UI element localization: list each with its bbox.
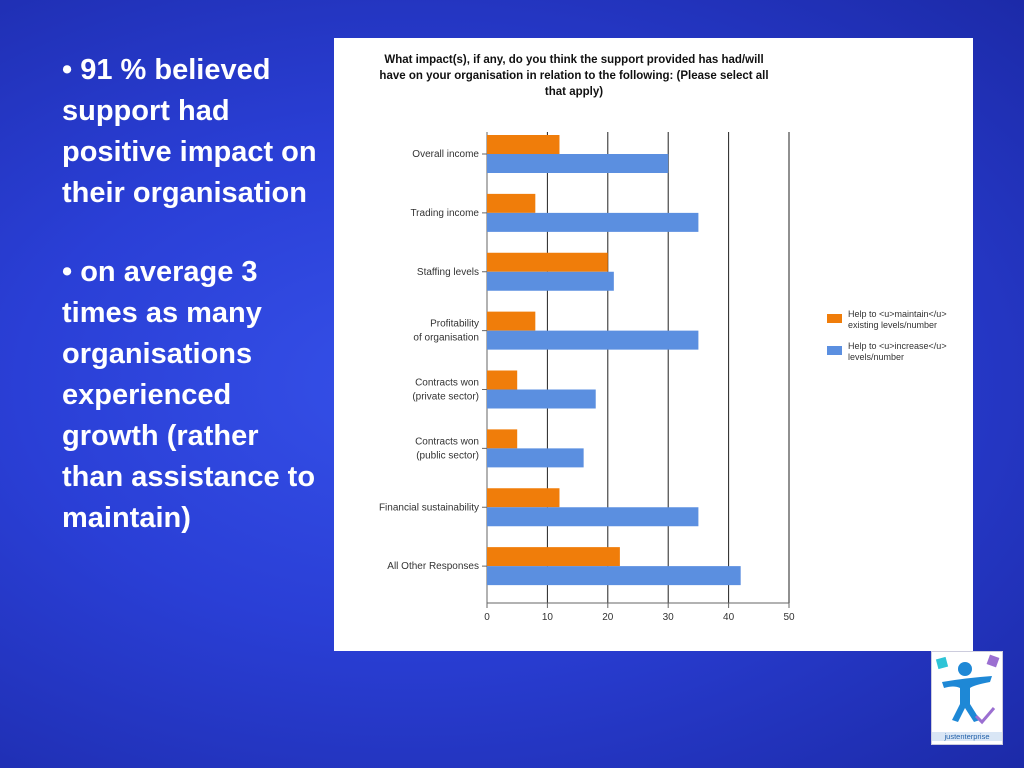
bar-increase: [487, 271, 614, 291]
category-label: (private sector): [412, 392, 479, 403]
legend-label: Help to <u>increase</u>: [848, 341, 947, 351]
logo-text: justenterprise: [932, 732, 1002, 741]
bar-maintain: [487, 547, 620, 567]
category-label: Profitability: [430, 319, 479, 330]
category-label: of organisation: [413, 333, 479, 344]
x-tick-label: 10: [542, 612, 554, 623]
category-label: Contracts won: [415, 436, 479, 447]
bullet-list: • 91 % believed support had positive imp…: [62, 50, 322, 577]
category-label: Financial sustainability: [379, 502, 479, 513]
bullet-positive-impact: • 91 % believed support had positive imp…: [62, 54, 317, 209]
bar-maintain: [487, 252, 608, 272]
chart-title: What impact(s), if any, do you think the…: [379, 54, 769, 98]
x-tick-label: 30: [663, 612, 675, 623]
legend-label: existing levels/number: [848, 320, 937, 330]
bar-increase: [487, 448, 584, 468]
bar-maintain: [487, 311, 536, 331]
x-tick-label: 40: [723, 612, 735, 623]
bar-increase: [487, 212, 699, 232]
x-tick-label: 20: [602, 612, 614, 623]
x-tick-label: 0: [484, 612, 490, 623]
legend-swatch: [827, 314, 842, 323]
bar-increase: [487, 507, 699, 527]
category-label: All Other Responses: [387, 561, 479, 572]
bar-maintain: [487, 429, 518, 449]
logo-figure-icon: [935, 654, 1000, 725]
bar-increase: [487, 566, 741, 586]
legend-label: levels/number: [848, 352, 904, 362]
category-label: Contracts won: [415, 378, 479, 389]
chart-panel: What impact(s), if any, do you think the…: [334, 38, 973, 651]
category-label: Staffing levels: [417, 267, 479, 278]
legend-swatch: [827, 346, 842, 355]
bar-increase: [487, 154, 669, 173]
category-label: (public sector): [416, 450, 479, 461]
category-label: Overall income: [412, 149, 479, 160]
bullet-growth-ratio: • on average 3 times as many organisatio…: [62, 256, 316, 534]
bar-maintain: [487, 135, 560, 154]
bar-increase: [487, 389, 596, 409]
legend-label: Help to <u>maintain</u>: [848, 309, 947, 319]
bar-increase: [487, 330, 699, 350]
bar-chart: 0 10 20 30 40 50 Overall income Trading income S…: [379, 132, 947, 623]
category-label: Trading income: [410, 208, 479, 219]
x-tick-label: 50: [783, 612, 795, 623]
bar-maintain: [487, 370, 518, 390]
bar-maintain: [487, 193, 536, 213]
just-enterprise-logo: justenterprise: [931, 651, 1003, 745]
bar-maintain: [487, 488, 560, 508]
